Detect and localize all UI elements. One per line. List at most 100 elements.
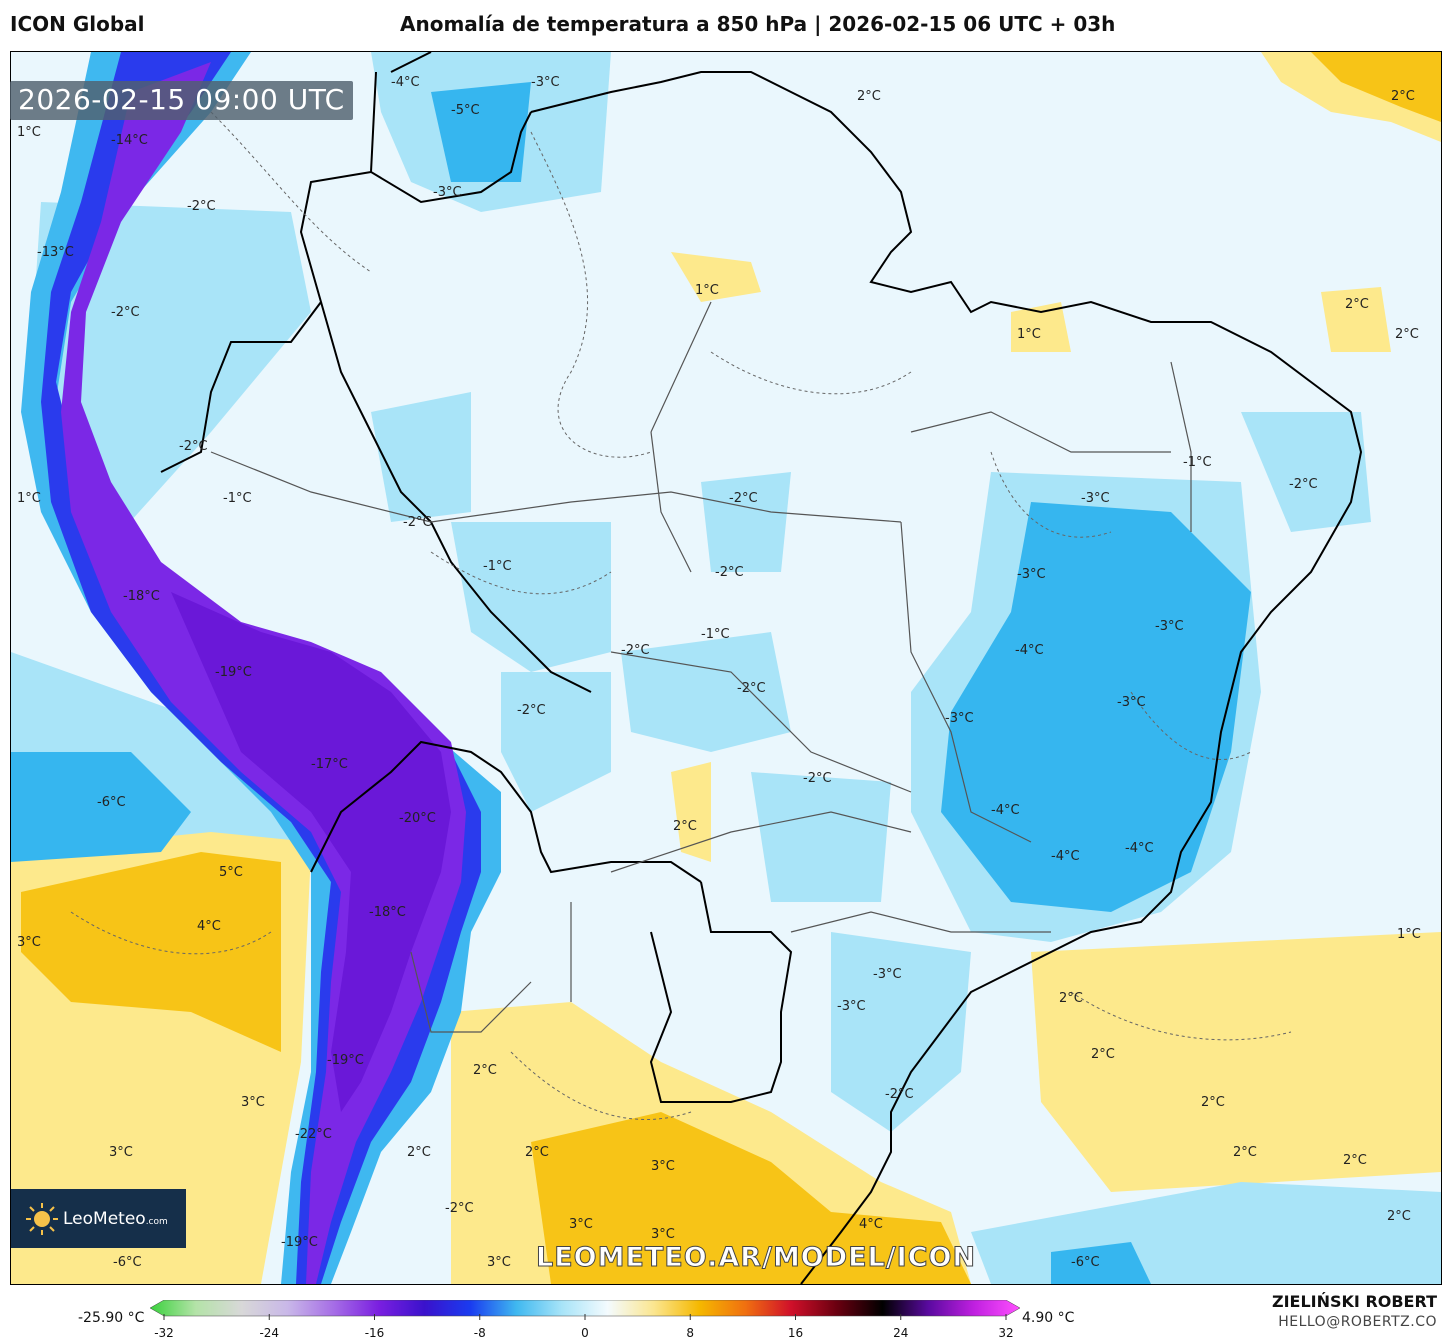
contour-label: 3°C [241, 1095, 265, 1110]
contour-label: 1°C [695, 283, 719, 298]
dashed-contours [70, 111, 1292, 1120]
colorbar-gradient [150, 1300, 1020, 1320]
map-panel[interactable]: -4°C -3°C -5°C -3°C 2°C 2°C 1°C -14°C -2… [10, 51, 1442, 1285]
contour-label: -3°C [531, 75, 560, 90]
colorbar-tick-label: -32 [154, 1326, 174, 1340]
contour-label: -2°C [179, 439, 208, 454]
contour-label: 4°C [197, 919, 221, 934]
logo-wordmark: LeoMeteo.com [63, 1208, 168, 1229]
contour-label: 3°C [651, 1227, 675, 1242]
contour-label: -20°C [399, 811, 436, 826]
contour-label: 2°C [857, 89, 881, 104]
contour-label: -3°C [1117, 695, 1146, 710]
contour-label: -18°C [123, 589, 160, 604]
contour-label: -13°C [37, 245, 74, 260]
model-name: ICON Global [10, 12, 145, 36]
contour-label: 1°C [1397, 927, 1421, 942]
contour-label: -2°C [517, 703, 546, 718]
contour-label: -4°C [1125, 841, 1154, 856]
contour-label: -2°C [715, 565, 744, 580]
cold-anomaly-mid [11, 82, 1251, 1284]
contour-label: -4°C [1051, 849, 1080, 864]
contour-label: -14°C [111, 133, 148, 148]
contour-label: 3°C [487, 1255, 511, 1270]
anomaly-map: -4°C -3°C -5°C -3°C 2°C 2°C 1°C -14°C -2… [11, 52, 1441, 1284]
contour-label: -19°C [281, 1235, 318, 1250]
contour-label: 2°C [1345, 297, 1369, 312]
contour-label: 1°C [1017, 327, 1041, 342]
contour-label: -2°C [187, 199, 216, 214]
colorbar-tick-label: -24 [259, 1326, 280, 1340]
contour-label: -22°C [295, 1127, 332, 1142]
author-name: ZIELIŃSKI ROBERT [1271, 1292, 1437, 1311]
contour-label: -2°C [885, 1087, 914, 1102]
colorbar: -25.90 °C -32 -24 -16 -8 0 8 16 24 32 4.90 °C [0, 1297, 1449, 1340]
contour-label: -6°C [1071, 1255, 1100, 1270]
valid-time-badge: 2026-02-15 09:00 UTC [10, 81, 353, 120]
contour-label: 3°C [569, 1217, 593, 1232]
contour-label: -4°C [991, 803, 1020, 818]
contour-label: -2°C [1289, 477, 1318, 492]
contour-label: -3°C [1081, 491, 1110, 506]
contour-label: -2°C [737, 681, 766, 696]
contour-label: 2°C [1059, 991, 1083, 1006]
contour-labels: -4°C -3°C -5°C -3°C 2°C 2°C 1°C -14°C -2… [17, 75, 1421, 1270]
contour-label: -4°C [391, 75, 420, 90]
author-email[interactable]: HELLO@ROBERTZ.CO [1278, 1314, 1437, 1330]
state-borders [210, 301, 1192, 1033]
contour-label: -1°C [701, 627, 730, 642]
contour-label: -3°C [1155, 619, 1184, 634]
contour-label: 3°C [17, 935, 41, 950]
contour-label: 2°C [1233, 1145, 1257, 1160]
contour-label: 4°C [859, 1217, 883, 1232]
contour-label: 2°C [1387, 1209, 1411, 1224]
watermark-url: LEOMETEO.AR/MODEL/ICON [535, 1242, 977, 1274]
colorbar-min-label: -25.90 °C [78, 1310, 145, 1326]
contour-label: -3°C [837, 999, 866, 1014]
warm-anomaly-regions [11, 52, 1441, 1284]
colorbar-tick-label: 24 [893, 1326, 909, 1340]
contour-label: -3°C [1017, 567, 1046, 582]
colorbar-tick-label: 8 [686, 1326, 695, 1340]
contour-label: -2°C [111, 305, 140, 320]
contour-label: -5°C [451, 103, 480, 118]
contour-label: 2°C [1343, 1153, 1367, 1168]
colorbar-tick-label: 32 [998, 1326, 1014, 1340]
contour-label: -1°C [1183, 455, 1212, 470]
contour-label: -3°C [873, 967, 902, 982]
contour-label: 2°C [673, 819, 697, 834]
contour-label: 2°C [1091, 1047, 1115, 1062]
contour-label: 3°C [109, 1145, 133, 1160]
contour-label: -2°C [445, 1201, 474, 1216]
contour-label: -19°C [327, 1053, 364, 1068]
contour-label: -2°C [729, 491, 758, 506]
colorbar-tick-label: -16 [364, 1326, 385, 1340]
contour-label: -6°C [97, 795, 126, 810]
colorbar-bar [150, 1300, 1020, 1317]
contour-label: 3°C [651, 1159, 675, 1174]
contour-label: 2°C [1201, 1095, 1225, 1110]
contour-label: 2°C [525, 1145, 549, 1160]
contour-label: -17°C [311, 757, 348, 772]
contour-label: 2°C [1391, 89, 1415, 104]
contour-label: -4°C [1015, 643, 1044, 658]
colorbar-tick-label: 0 [581, 1326, 589, 1340]
contour-label: -1°C [223, 491, 252, 506]
sun-icon [25, 1202, 59, 1236]
leometeo-logo[interactable]: LeoMeteo.com [11, 1189, 186, 1248]
colorbar-tick-label: 16 [787, 1326, 804, 1340]
contour-label: -18°C [369, 905, 406, 920]
contour-label: -3°C [433, 185, 462, 200]
contour-label: 1°C [17, 491, 41, 506]
contour-label: 2°C [473, 1063, 497, 1078]
contour-label: -2°C [621, 643, 650, 658]
contour-label: 2°C [407, 1145, 431, 1160]
colorbar-tick-label: -8 [473, 1326, 486, 1340]
contour-label: -2°C [403, 515, 432, 530]
andes-cold-ridge [21, 52, 501, 1284]
contour-label: -1°C [483, 559, 512, 574]
contour-label: 5°C [219, 865, 243, 880]
contour-label: -2°C [803, 771, 832, 786]
contour-label: 2°C [1395, 327, 1419, 342]
contour-label: -3°C [945, 711, 974, 726]
